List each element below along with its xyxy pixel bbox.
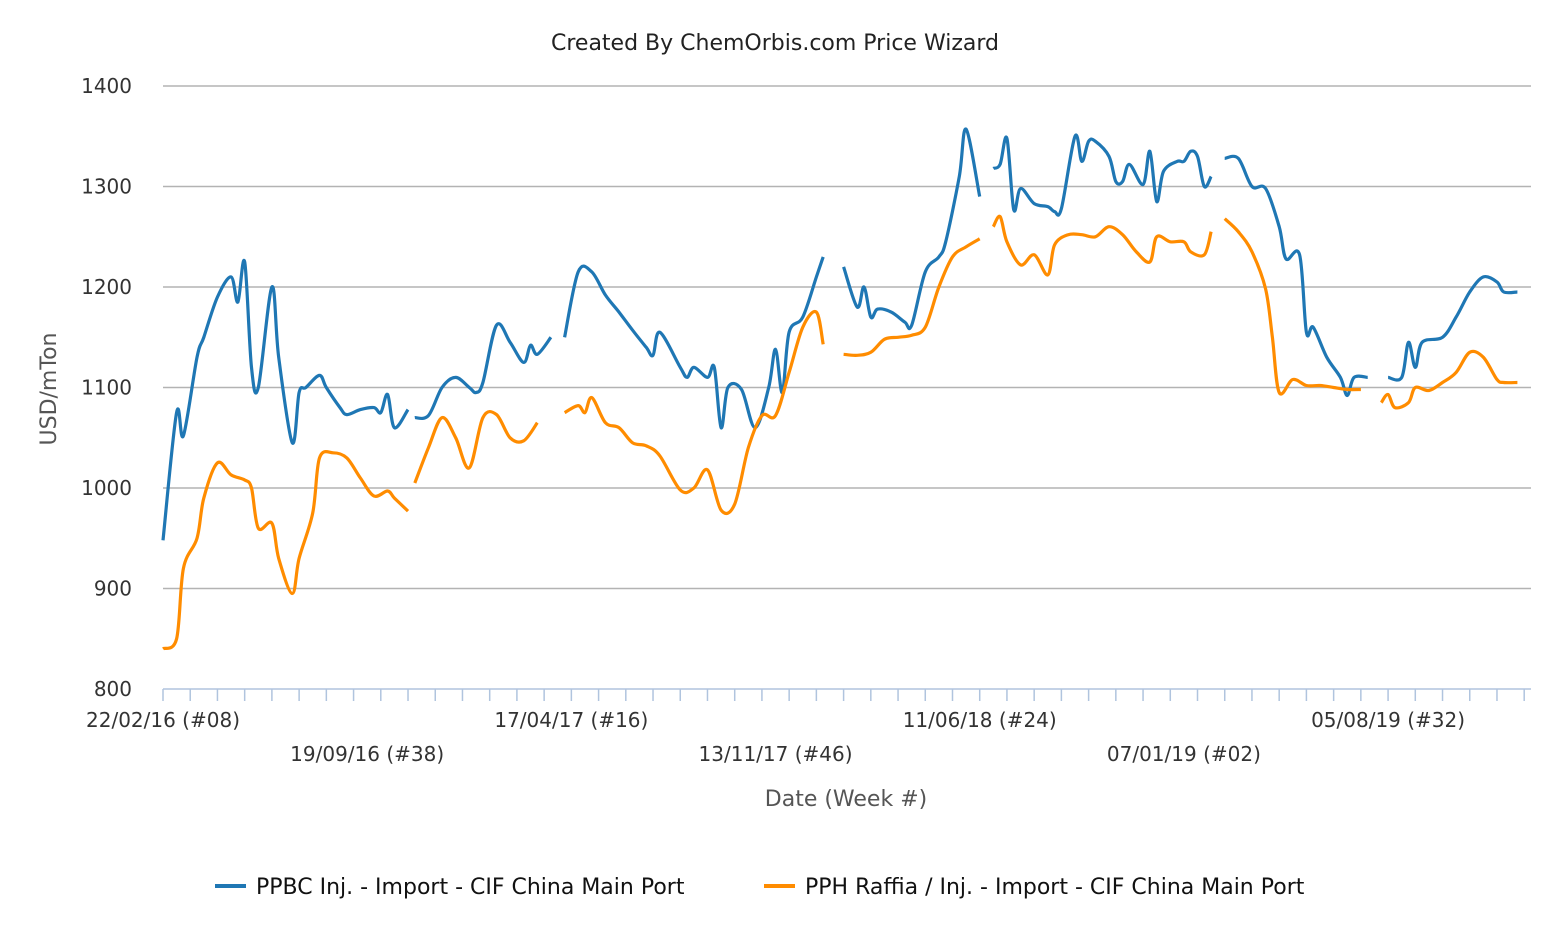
series-1 [162, 214, 1518, 651]
series-0-segment-2 [563, 256, 825, 430]
y-tick-label-900: 900 [94, 577, 132, 601]
series-1-segment-1 [413, 409, 539, 484]
chart-title: Created By ChemOrbis.com Price Wizard [551, 31, 999, 56]
y-tick-label-1100: 1100 [81, 376, 132, 400]
x-tick-label-1: 19/09/16 (#38) [290, 742, 444, 766]
legend: PPBC Inj. - Import - CIF China Main Port… [215, 875, 1305, 900]
series-1-segment-4 [991, 214, 1213, 277]
series-1-segment-5 [1223, 217, 1361, 396]
series-1-segment-6 [1379, 349, 1518, 410]
x-tick-label-3: 13/11/17 (#46) [699, 742, 853, 766]
x-axis-title: Date (Week #) [765, 787, 927, 812]
y-tick-label-1300: 1300 [81, 175, 132, 199]
series-0-segment-4 [992, 133, 1213, 217]
x-tick-label-2: 17/04/17 (#16) [494, 708, 648, 732]
series-0-segment-5 [1224, 154, 1368, 398]
x-tick-label-6: 05/08/19 (#32) [1311, 708, 1465, 732]
series-0-segment-1 [414, 322, 553, 420]
y-axis-ticks: 800 900 1000 1100 1200 1300 1400 [81, 74, 132, 701]
legend-label-ppbc: PPBC Inj. - Import - CIF China Main Port [256, 875, 685, 900]
x-axis-minor-ticks [162, 689, 1525, 701]
y-tick-label-800: 800 [94, 677, 132, 701]
series-1-segment-3 [843, 237, 981, 357]
x-tick-label-5: 07/01/19 (#02) [1107, 742, 1261, 766]
y-axis-title: USD/mTon [37, 333, 62, 446]
series-1-segment-2 [563, 309, 825, 516]
series-0-segment-3 [842, 127, 982, 331]
series-1-segment-0 [162, 449, 410, 651]
series-0-segment-0 [161, 258, 410, 541]
series-lines [161, 127, 1518, 651]
series-0-segment-6 [1387, 274, 1518, 382]
series-0 [161, 127, 1518, 541]
x-axis: 22/02/16 (#08) 19/09/16 (#38) 17/04/17 (#1… [86, 688, 1531, 766]
y-tick-label-1000: 1000 [81, 476, 132, 500]
grid-lines [163, 85, 1531, 590]
x-tick-label-4: 11/06/18 (#24) [903, 708, 1057, 732]
legend-label-pph: PPH Raffia / Inj. - Import - CIF China M… [805, 875, 1305, 900]
x-tick-label-0: 22/02/16 (#08) [86, 708, 240, 732]
y-tick-label-1200: 1200 [81, 275, 132, 299]
y-tick-label-1400: 1400 [81, 74, 132, 98]
